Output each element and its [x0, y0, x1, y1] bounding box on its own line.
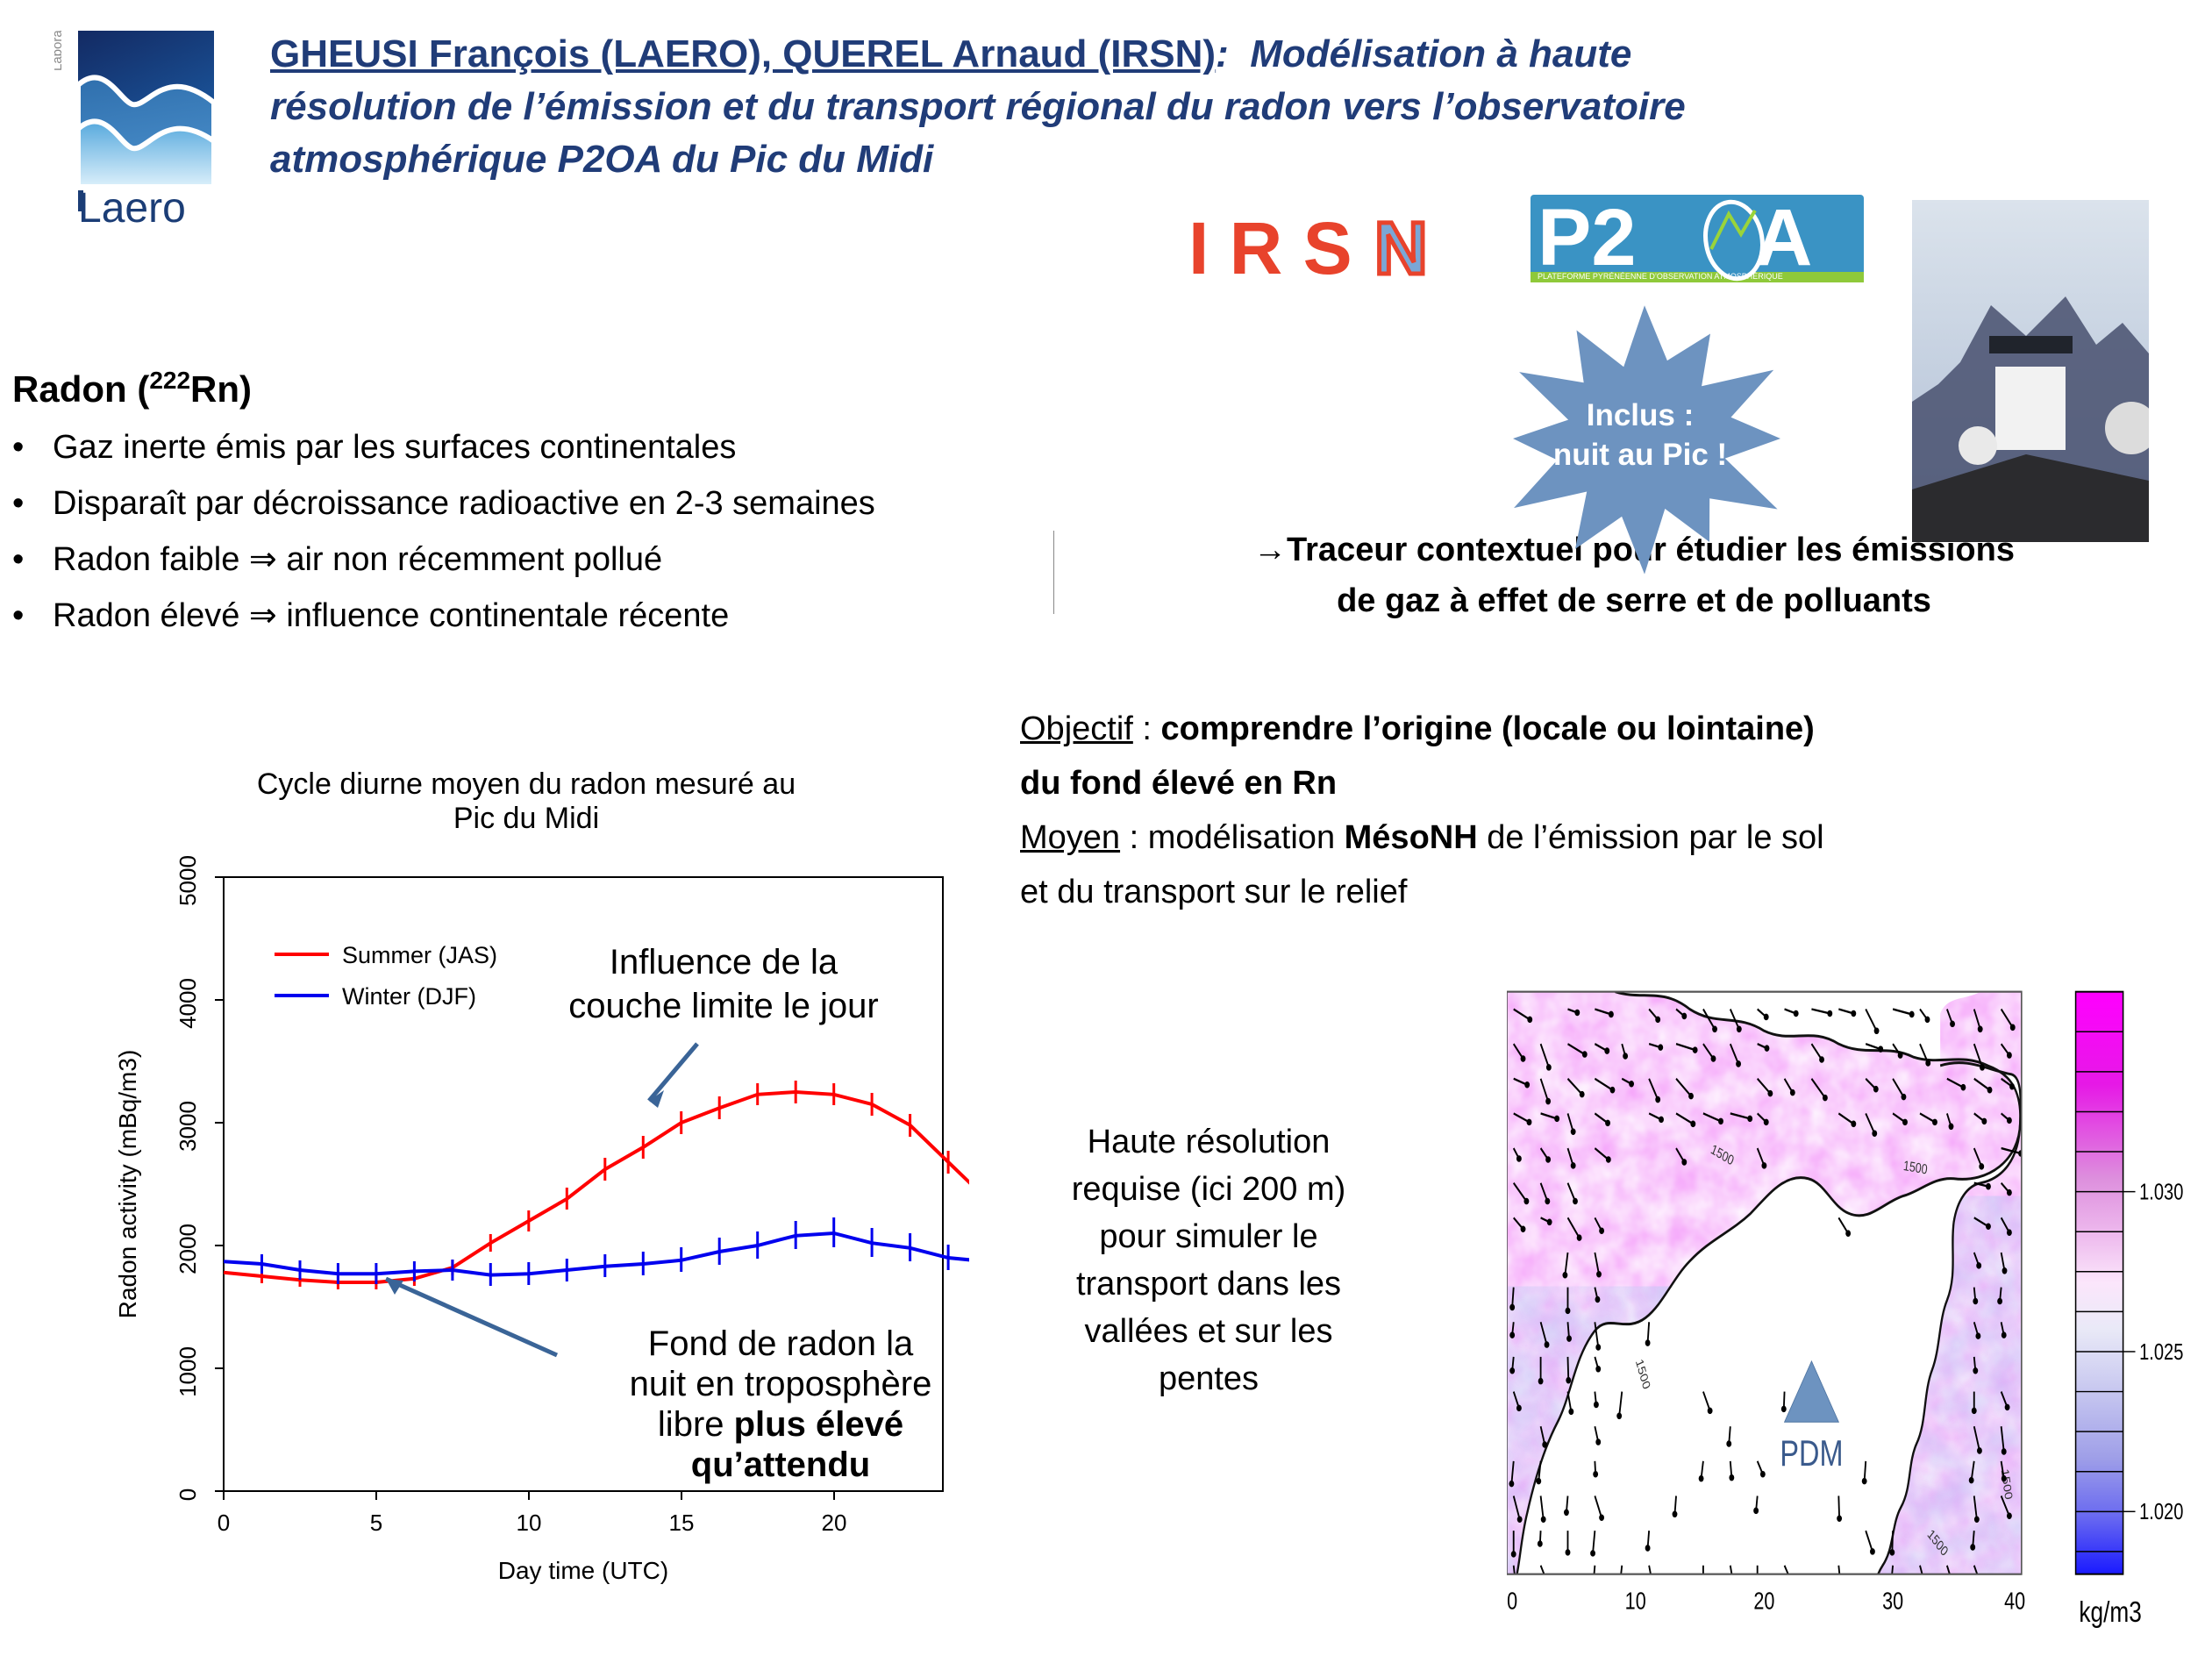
svg-text:0: 0: [218, 1510, 230, 1536]
svg-text:10: 10: [1625, 1588, 1646, 1615]
svg-text:5: 5: [370, 1510, 382, 1536]
svg-text:Fond de radon la: Fond de radon la: [648, 1324, 914, 1363]
svg-text:1.025: 1.025: [2139, 1338, 2183, 1364]
svg-text:PLATEFORME PYRÉNÉENNE D’OBSERV: PLATEFORME PYRÉNÉENNE D’OBSERVATION ATMO…: [1538, 272, 1783, 281]
svg-text:1000: 1000: [175, 1346, 201, 1397]
svg-text:1.020: 1.020: [2139, 1499, 2183, 1524]
svg-text:4000: 4000: [175, 978, 201, 1029]
svg-text:libre plus élevé: libre plus élevé: [658, 1405, 903, 1444]
svg-text:0: 0: [175, 1488, 201, 1501]
svg-text:5000: 5000: [175, 855, 201, 906]
svg-text:10: 10: [517, 1510, 542, 1536]
svg-text:40: 40: [2004, 1588, 2025, 1615]
svg-text:Summer (JAS): Summer (JAS): [342, 942, 497, 968]
svg-text:Day time (UTC): Day time (UTC): [498, 1557, 668, 1584]
svg-text:N: N: [1374, 207, 1428, 289]
svg-text:1.030: 1.030: [2139, 1179, 2183, 1204]
svg-text:20: 20: [822, 1510, 847, 1536]
svg-text:Radon activity (mBq/m3): Radon activity (mBq/m3): [114, 1050, 141, 1319]
svg-text:20: 20: [1753, 1588, 1774, 1615]
svg-text:15: 15: [669, 1510, 695, 1536]
svg-text:Laboratoire d’Aérologie: Laboratoire d’Aérologie: [54, 31, 65, 71]
svg-text:Laero: Laero: [78, 185, 186, 228]
svg-text:Inclus :: Inclus :: [1587, 398, 1695, 432]
svg-text:I R S: I R S: [1188, 207, 1352, 289]
svg-text:couche limite le jour: couche limite le jour: [568, 987, 879, 1025]
svg-text:PDM: PDM: [1780, 1432, 1843, 1474]
svg-text:A: A: [1754, 195, 1812, 282]
svg-text:P2: P2: [1538, 195, 1637, 282]
svg-text:30: 30: [1882, 1588, 1903, 1615]
svg-text:nuit au Pic !: nuit au Pic !: [1553, 438, 1727, 472]
svg-text:Winter (DJF): Winter (DJF): [342, 983, 476, 1010]
svg-text:kg/m3: kg/m3: [2079, 1596, 2141, 1629]
svg-text:qu’attendu: qu’attendu: [691, 1445, 870, 1484]
svg-text:Influence de la: Influence de la: [610, 943, 838, 981]
svg-text:2000: 2000: [175, 1224, 201, 1274]
svg-text:0: 0: [1507, 1588, 1517, 1615]
svg-text:3000: 3000: [175, 1101, 201, 1152]
svg-text:nuit en troposphère: nuit en troposphère: [630, 1365, 932, 1403]
